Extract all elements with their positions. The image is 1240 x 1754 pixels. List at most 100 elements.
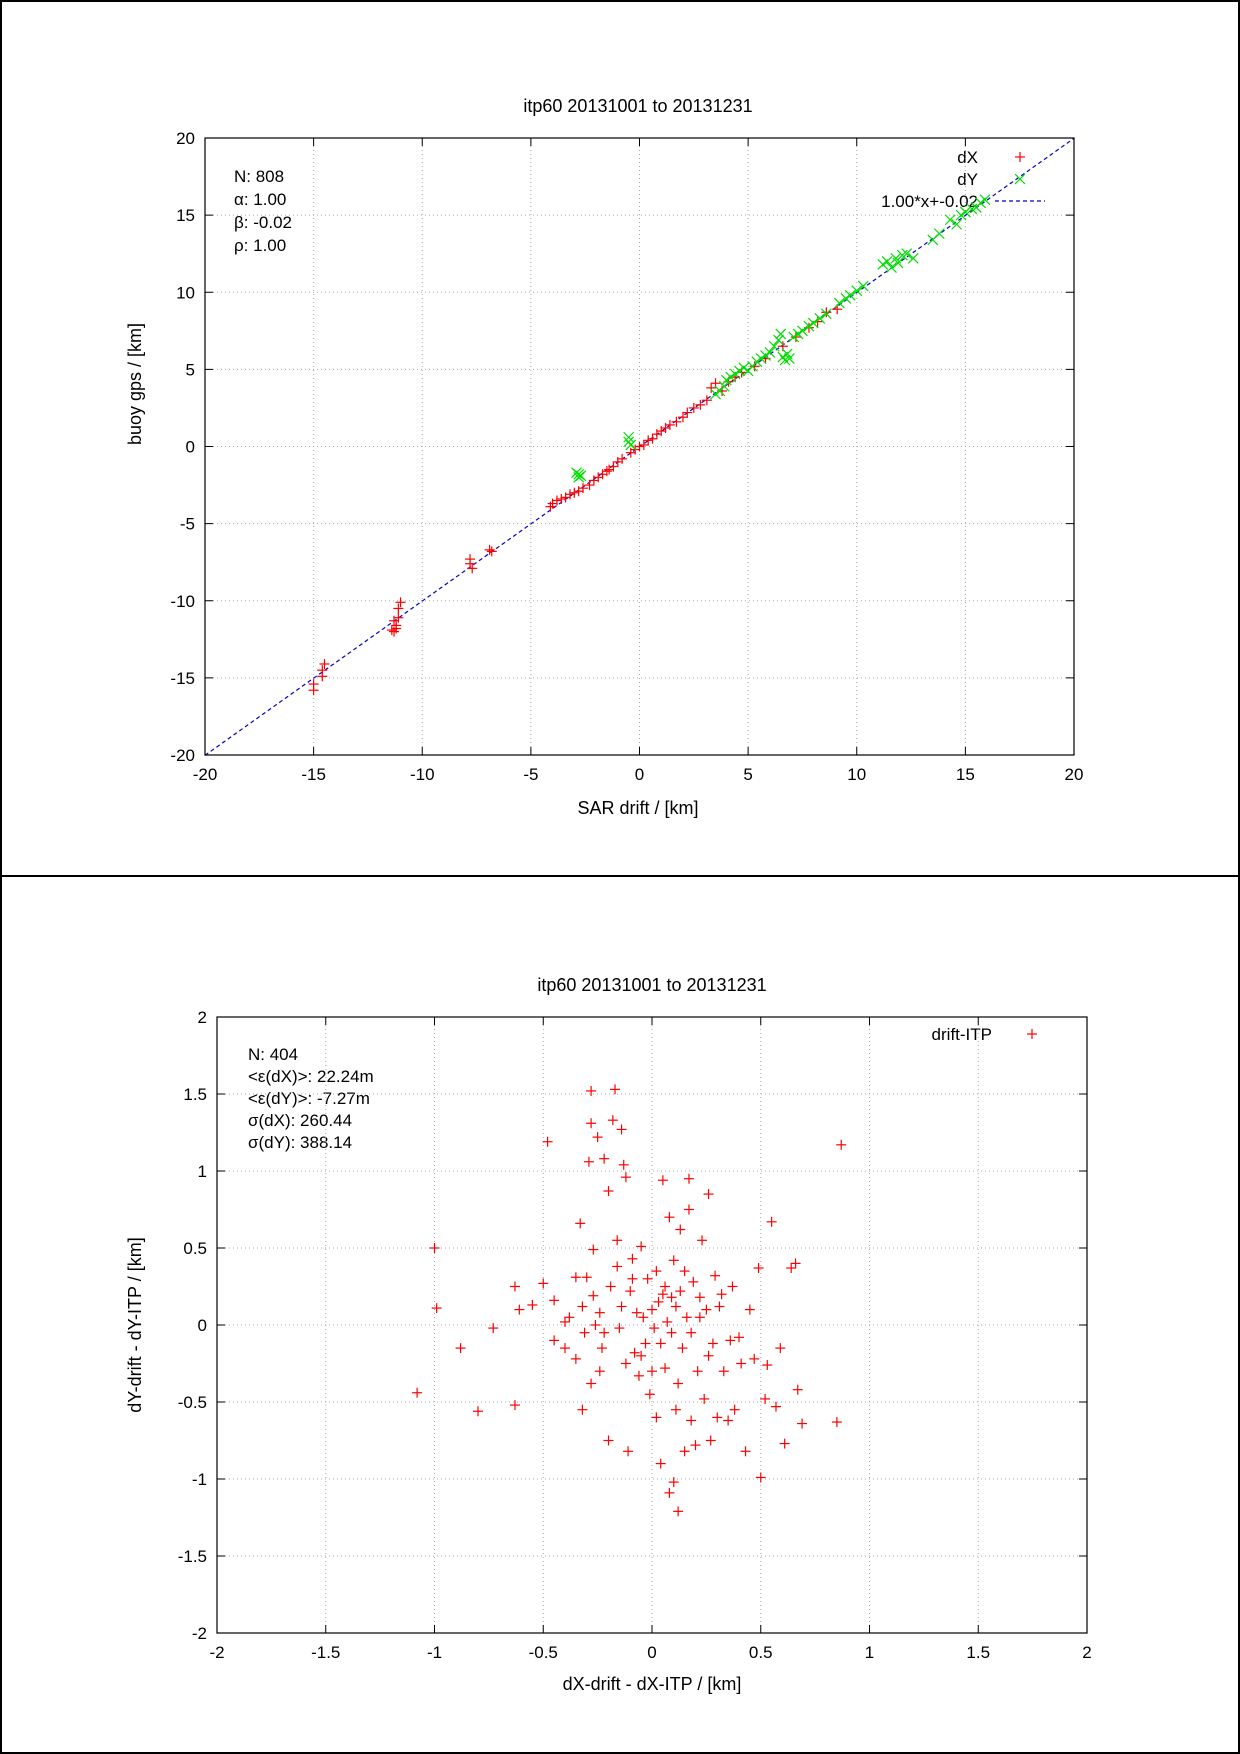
- data-point: [764, 346, 776, 358]
- y-tick-label: 0.5: [183, 1239, 207, 1258]
- data-point: [465, 558, 476, 569]
- data-point: [844, 289, 856, 301]
- data-point-stroke: [890, 252, 902, 264]
- data-point: [734, 1332, 744, 1343]
- data-point: [790, 1258, 801, 1269]
- data-point: [662, 1316, 673, 1327]
- legend: dX dY 1.00*x+-0.02: [881, 148, 978, 211]
- data-point: [736, 1358, 747, 1369]
- data-point: [725, 1335, 736, 1346]
- data-point-stroke: [781, 348, 793, 360]
- data-point-stroke: [886, 262, 897, 273]
- data-point: [686, 1415, 697, 1426]
- data-point: [594, 1366, 605, 1377]
- data-point: [744, 1304, 755, 1315]
- y-tick-label: -1: [192, 1470, 207, 1489]
- legend-label-dy: dY: [957, 170, 978, 189]
- data-point: [701, 1304, 712, 1315]
- data-point: [712, 1412, 723, 1423]
- data-point: [538, 1278, 549, 1289]
- legend: drift-ITP: [932, 1025, 992, 1044]
- data-point: [429, 1243, 440, 1253]
- data-point: [386, 625, 397, 636]
- data-point: [682, 407, 693, 418]
- data-point-stroke: [783, 353, 795, 365]
- data-point: [603, 1435, 614, 1446]
- y-tick-label: 10: [176, 283, 195, 302]
- data-point: [625, 1286, 636, 1297]
- data-point: [792, 1384, 803, 1395]
- data-point: [588, 1290, 599, 1301]
- data-point-stroke: [933, 228, 945, 240]
- data-point: [614, 1323, 625, 1334]
- data-point: [740, 1446, 751, 1457]
- data-point: [393, 603, 404, 614]
- stat-line: ρ: 1.00: [234, 236, 286, 255]
- x-tick-label: 10: [847, 765, 866, 784]
- y-tick-label: -10: [170, 592, 195, 611]
- data-point-stroke: [768, 340, 780, 352]
- data-point: [786, 1263, 797, 1274]
- stat-line: α: 1.00: [234, 190, 286, 209]
- data-point: [797, 325, 808, 337]
- data-point: [616, 1124, 627, 1135]
- data-point: [647, 433, 658, 444]
- data-point-stroke: [814, 313, 826, 324]
- data-point-stroke: [892, 257, 904, 269]
- data-point-stroke: [907, 252, 919, 264]
- x-axis-label: dX-drift - dX-ITP / [km]: [563, 1674, 742, 1694]
- data-point: [699, 1393, 710, 1404]
- data-point: [692, 1366, 703, 1377]
- stat-line: N: 404: [248, 1045, 298, 1064]
- data-point: [657, 1175, 668, 1186]
- data-point: [766, 1216, 777, 1227]
- data-point: [749, 1353, 760, 1364]
- data-point: [670, 1404, 681, 1415]
- data-point: [706, 382, 717, 393]
- data-point-stroke: [881, 255, 893, 267]
- data-point: [608, 461, 619, 472]
- data-point: [570, 1272, 581, 1283]
- data-point: [484, 544, 495, 555]
- data-point: [455, 1343, 466, 1354]
- data-point: [770, 1401, 781, 1412]
- legend-markers: [1027, 1029, 1037, 1039]
- stat-line: <ε(dY)>: -7.27m: [248, 1089, 370, 1108]
- data-point: [677, 412, 688, 423]
- data-point: [666, 1292, 677, 1303]
- data-point: [620, 1358, 631, 1369]
- y-tick-label: 2: [198, 1008, 207, 1027]
- axis-ticks: -2 -1.5 -1 -0.5 0 0.5 1 1.5 2 -2 -1.5 -1 -0.5 0 0.5 1 1.…: [178, 1008, 1092, 1662]
- stat-line: σ(dY): 388.14: [248, 1133, 352, 1152]
- data-point: [625, 439, 637, 451]
- y-tick-label: 0: [198, 1316, 207, 1335]
- data-point: [573, 468, 585, 480]
- data-point: [907, 252, 919, 264]
- data-point: [527, 1299, 538, 1310]
- data-point-stroke: [820, 308, 832, 320]
- data-point: [773, 334, 784, 346]
- data-point: [651, 1412, 662, 1423]
- data-point: [412, 1387, 423, 1398]
- data-point: [666, 1327, 677, 1338]
- data-point: [655, 1338, 666, 1349]
- data-point: [560, 1343, 570, 1354]
- data-point: [951, 218, 963, 230]
- data-point: [612, 1235, 623, 1246]
- y-tick-label: 0: [186, 438, 195, 457]
- data-point: [797, 1418, 808, 1429]
- y-tick-label: -2: [192, 1624, 207, 1643]
- data-point-stroke: [979, 194, 991, 206]
- data-point: [901, 248, 913, 260]
- data-point-stroke: [623, 436, 635, 448]
- data-point: [620, 1172, 631, 1183]
- residual-scatter-chart: itp60 20131001 to 20131231 dX-drift - dX…: [125, 975, 1092, 1694]
- data-point: [714, 1301, 725, 1312]
- data-point: [959, 206, 971, 218]
- data-point: [718, 1366, 729, 1377]
- data-point: [636, 1350, 647, 1361]
- data-point: [670, 1301, 681, 1312]
- data-point: [755, 1472, 766, 1483]
- data-point: [616, 1301, 627, 1312]
- data-point: [695, 399, 706, 410]
